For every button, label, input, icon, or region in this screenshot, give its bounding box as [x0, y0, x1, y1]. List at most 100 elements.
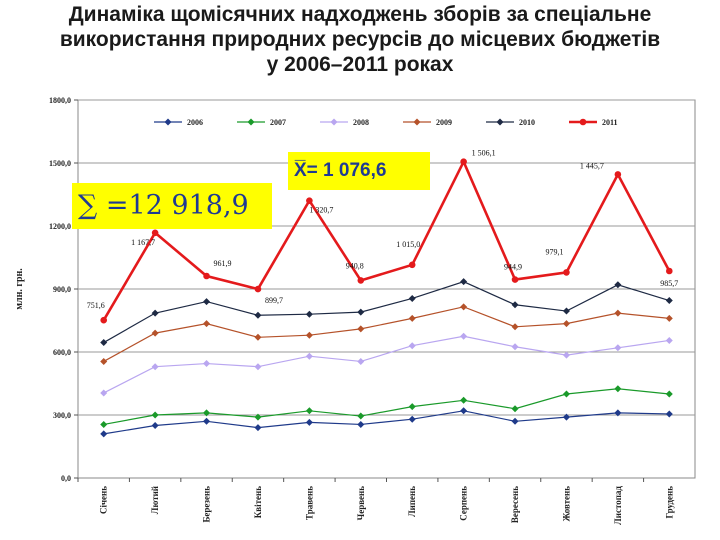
data-point-2010 [614, 281, 622, 289]
data-point-2008 [511, 343, 519, 351]
data-point-2006 [460, 407, 468, 415]
sum-callout: ∑ =12 918,9 [72, 183, 272, 229]
data-point-2007 [460, 396, 468, 404]
data-point-2008 [254, 363, 262, 371]
data-point-2010 [562, 307, 570, 315]
data-label-2011: 1 445,7 [580, 161, 604, 170]
chart-title: Динаміка щомісячних надходжень зборів за… [0, 2, 720, 77]
data-point-2011 [254, 285, 262, 293]
data-point-2007 [254, 413, 262, 421]
data-point-2010 [460, 278, 468, 286]
data-point-2006 [562, 413, 570, 421]
series-line-2007 [103, 388, 670, 426]
data-point-2011 [100, 316, 108, 324]
data-point-2008 [460, 332, 468, 340]
y-tick-label: 600,0 [53, 348, 71, 357]
x-category-label: Серпень [459, 486, 469, 521]
data-point-2011 [665, 267, 673, 275]
data-point-2008 [151, 363, 159, 371]
data-point-2008 [100, 389, 108, 397]
y-tick-label: 300,0 [53, 411, 71, 420]
data-point-2006 [151, 422, 159, 429]
title-line-3: у 2006–2011 роках [266, 53, 454, 76]
data-point-2006 [357, 420, 365, 428]
x-category-label: Лютий [150, 486, 160, 514]
data-point-2009 [305, 331, 313, 339]
data-label-2011: 899,7 [265, 296, 283, 305]
data-point-2007 [665, 390, 673, 398]
x-category-label: Вересень [510, 486, 520, 523]
data-label-2011: 940,8 [346, 261, 364, 270]
data-point-2008 [562, 351, 570, 359]
legend-label-2009: 2009 [436, 118, 452, 127]
data-point-2011 [614, 171, 622, 178]
legend-label-2010: 2010 [519, 118, 535, 127]
data-point-2010 [408, 294, 416, 302]
legend-marker-2011 [579, 118, 587, 126]
legend-label-2008: 2008 [353, 118, 369, 127]
data-point-2010 [305, 310, 313, 318]
data-point-2010 [100, 339, 108, 347]
data-point-2011 [151, 229, 159, 237]
title-line-2: використання природних ресурсів до місце… [59, 28, 661, 51]
data-point-2008 [614, 344, 622, 352]
data-point-2009 [665, 314, 673, 322]
data-point-2006 [614, 409, 622, 417]
data-point-2011 [563, 269, 570, 276]
legend-marker-2009 [413, 118, 421, 126]
data-point-2006 [408, 415, 416, 423]
data-point-2010 [151, 309, 159, 317]
data-point-2006 [254, 424, 262, 432]
data-point-2009 [511, 323, 519, 331]
data-point-2007 [151, 411, 159, 419]
data-point-2009 [408, 314, 416, 322]
data-point-2010 [511, 301, 519, 309]
data-point-2007 [511, 405, 519, 413]
data-point-2009 [203, 320, 211, 328]
x-category-label: Січень [99, 486, 109, 514]
data-label-2011: 1 015,0 [396, 240, 420, 249]
data-point-2007 [357, 412, 365, 420]
data-point-2008 [357, 357, 365, 365]
x-category-label: Жовтень [561, 486, 571, 522]
data-point-2006 [100, 430, 108, 438]
legend-label-2006: 2006 [187, 118, 203, 127]
x-category-label: Квітень [253, 486, 263, 518]
data-label-2011: 985,7 [660, 279, 678, 288]
data-point-2009 [614, 309, 622, 317]
data-point-2006 [203, 417, 211, 425]
legend-marker-2007 [247, 118, 255, 126]
y-tick-label: 1800,0 [49, 96, 71, 105]
data-point-2010 [254, 311, 262, 319]
data-point-2006 [305, 418, 313, 426]
data-point-2007 [408, 403, 416, 411]
y-tick-label: 1200,0 [49, 222, 71, 231]
series-line-2010 [103, 281, 670, 344]
y-axis-label: млн. грн. [14, 268, 25, 310]
y-tick-label: 0,0 [61, 474, 71, 483]
y-tick-label: 900,0 [53, 285, 71, 294]
data-point-2009 [254, 333, 262, 341]
series-line-2011 [102, 158, 671, 321]
data-label-2011: 1 320,7 [309, 206, 333, 215]
data-point-2011 [408, 261, 416, 269]
data-point-2010 [203, 298, 211, 306]
data-point-2010 [665, 297, 673, 305]
legend-marker-2008 [330, 118, 338, 126]
data-point-2011 [203, 272, 210, 280]
x-category-label: Листопад [613, 486, 623, 525]
data-label-2011: 979,1 [545, 247, 563, 256]
data-point-2010 [357, 308, 365, 316]
x-category-label: Червень [356, 486, 366, 521]
data-point-2006 [511, 417, 519, 425]
data-point-2007 [562, 390, 570, 398]
data-point-2009 [357, 325, 365, 333]
legend-marker-2010 [496, 118, 504, 126]
data-point-2008 [305, 352, 313, 360]
data-point-2008 [408, 342, 416, 350]
series-line-2008 [103, 335, 670, 394]
x-category-label: Грудень [664, 486, 674, 519]
data-point-2008 [665, 336, 673, 344]
x-category-label: Березень [202, 486, 212, 523]
data-point-2011 [306, 197, 313, 204]
